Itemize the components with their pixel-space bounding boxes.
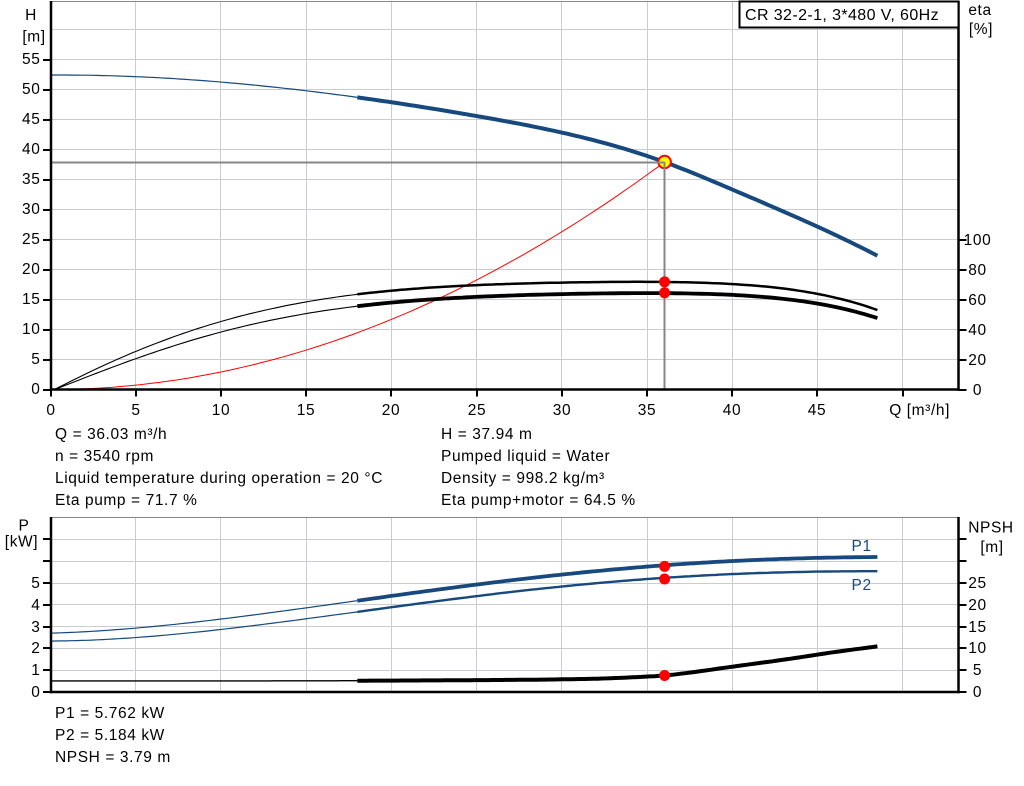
svg-text:100: 100	[964, 232, 992, 249]
svg-text:20: 20	[968, 352, 986, 369]
svg-text:55: 55	[22, 51, 40, 68]
svg-text:0: 0	[31, 684, 40, 701]
svg-text:2: 2	[31, 640, 40, 657]
svg-text:0: 0	[31, 381, 40, 398]
svg-text:[%]: [%]	[969, 21, 993, 38]
svg-text:NPSH: NPSH	[968, 520, 1013, 537]
svg-text:30: 30	[22, 201, 40, 218]
svg-text:10: 10	[22, 321, 40, 338]
svg-text:25: 25	[468, 402, 486, 419]
svg-text:Eta pump+motor = 64.5 %: Eta pump+motor = 64.5 %	[441, 492, 636, 509]
svg-text:5: 5	[973, 662, 982, 679]
svg-text:40: 40	[22, 141, 40, 158]
svg-text:5: 5	[31, 575, 40, 592]
svg-text:15: 15	[968, 619, 986, 636]
svg-text:0: 0	[973, 382, 982, 399]
svg-text:20: 20	[382, 402, 400, 419]
svg-text:P1: P1	[852, 538, 872, 555]
svg-text:H = 37.94 m: H = 37.94 m	[441, 426, 532, 443]
svg-text:35: 35	[638, 402, 656, 419]
svg-text:60: 60	[968, 292, 986, 309]
svg-text:25: 25	[968, 575, 986, 592]
svg-text:4: 4	[31, 597, 40, 614]
svg-text:Eta pump = 71.7 %: Eta pump = 71.7 %	[55, 492, 197, 509]
svg-text:20: 20	[968, 597, 986, 614]
svg-text:P: P	[19, 518, 30, 535]
svg-text:15: 15	[297, 402, 315, 419]
svg-text:P2 = 5.184 kW: P2 = 5.184 kW	[55, 727, 165, 744]
svg-text:NPSH = 3.79 m: NPSH = 3.79 m	[55, 749, 171, 766]
svg-text:CR 32-2-1, 3*480 V, 60Hz: CR 32-2-1, 3*480 V, 60Hz	[745, 7, 939, 24]
svg-text:40: 40	[968, 322, 986, 339]
svg-text:3: 3	[31, 619, 40, 636]
svg-text:n = 3540 rpm: n = 3540 rpm	[55, 448, 154, 465]
svg-text:Liquid temperature during oper: Liquid temperature during operation = 20…	[55, 470, 383, 487]
svg-text:40: 40	[723, 402, 741, 419]
svg-text:0: 0	[973, 684, 982, 701]
svg-text:1: 1	[31, 662, 40, 679]
svg-text:20: 20	[22, 261, 40, 278]
svg-text:P1 = 5.762 kW: P1 = 5.762 kW	[55, 705, 165, 722]
svg-text:15: 15	[22, 291, 40, 308]
svg-text:50: 50	[22, 81, 40, 98]
svg-text:[m]: [m]	[22, 29, 45, 46]
svg-text:45: 45	[808, 402, 826, 419]
svg-text:H: H	[25, 7, 37, 24]
svg-text:80: 80	[968, 262, 986, 279]
svg-text:0: 0	[46, 402, 55, 419]
svg-text:25: 25	[22, 231, 40, 248]
svg-text:5: 5	[31, 351, 40, 368]
svg-text:10: 10	[968, 640, 986, 657]
svg-text:Pumped liquid = Water: Pumped liquid = Water	[441, 448, 610, 465]
svg-text:[m]: [m]	[980, 539, 1003, 556]
svg-text:Q [m³/h]: Q [m³/h]	[889, 402, 950, 419]
svg-text:35: 35	[22, 171, 40, 188]
svg-text:Density = 998.2 kg/m³: Density = 998.2 kg/m³	[441, 470, 605, 487]
svg-text:30: 30	[553, 402, 571, 419]
svg-text:5: 5	[131, 402, 140, 419]
svg-text:Q = 36.03 m³/h: Q = 36.03 m³/h	[55, 426, 167, 443]
svg-text:P2: P2	[852, 577, 872, 594]
svg-text:eta: eta	[968, 2, 991, 19]
svg-text:45: 45	[22, 111, 40, 128]
svg-text:[kW]: [kW]	[5, 534, 38, 551]
svg-text:10: 10	[212, 402, 230, 419]
